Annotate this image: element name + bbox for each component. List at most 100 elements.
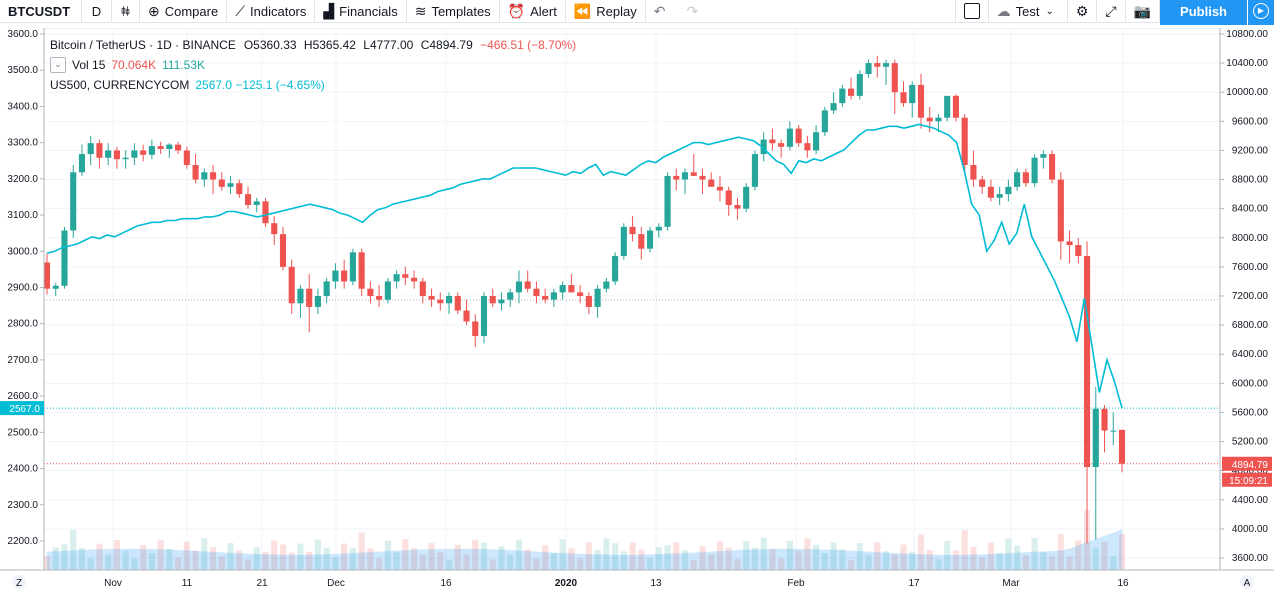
low-value: L4777.00: [363, 38, 414, 52]
auto-scale-button[interactable]: [1240, 575, 1254, 589]
candle-body: [909, 84, 916, 104]
interval-button[interactable]: D: [82, 0, 112, 22]
candle-body: [463, 310, 470, 322]
templates-button[interactable]: ≋ Templates: [407, 0, 500, 22]
price-chart[interactable]: 3600.0 3500.0 3400.0 3300.0 3200.0 3100.0 3000…: [0, 28, 1274, 594]
volume-bar: [1022, 555, 1029, 570]
volume-bar: [236, 550, 243, 570]
candle-body: [323, 281, 330, 296]
volume-bar: [271, 540, 278, 570]
candle-body: [384, 281, 391, 300]
candle-body: [341, 270, 348, 282]
volume-bar: [192, 550, 199, 570]
gear-icon: ⚙: [1075, 2, 1089, 19]
layout-button[interactable]: ☁ Test ⌄: [989, 0, 1068, 22]
redo-button[interactable]: ↷: [679, 0, 712, 22]
candle-body: [140, 150, 147, 155]
right-tick-label: 7600.00: [1232, 262, 1269, 273]
candle-body: [175, 144, 182, 151]
candle-body: [157, 146, 164, 149]
volume-bar: [690, 560, 697, 570]
auto-scale-label: A: [1244, 578, 1251, 589]
volume-bar: [507, 554, 514, 570]
volume-bar: [376, 558, 383, 570]
log-scale-button[interactable]: [12, 575, 26, 589]
publish-button[interactable]: Publish: [1160, 0, 1247, 25]
right-tick-label: 8000.00: [1232, 233, 1269, 244]
fullscreen-select-button[interactable]: [954, 0, 989, 22]
volume-bar: [856, 543, 863, 570]
volume-bar: [1031, 538, 1038, 570]
left-tick-label: 2200.0: [7, 536, 38, 547]
candle-body: [935, 117, 942, 122]
left-price-axis[interactable]: [0, 28, 44, 570]
right-tick-label: 5600.00: [1232, 407, 1269, 418]
volume-bar: [865, 554, 872, 570]
volume-bar: [716, 541, 724, 570]
candle-body: [961, 117, 968, 165]
candle-body: [113, 150, 120, 160]
candle-body: [1022, 172, 1029, 184]
volume-bar: [1118, 534, 1126, 570]
candle-body: [987, 186, 994, 198]
candle-body: [725, 190, 732, 206]
volume-bar: [734, 559, 741, 570]
right-tick-label: 8400.00: [1232, 204, 1269, 215]
replay-button[interactable]: ⏪ Replay: [566, 0, 646, 22]
play-button[interactable]: ▶: [1247, 0, 1274, 25]
candle-body: [708, 179, 715, 187]
alarm-clock-icon: ⏰: [507, 2, 526, 19]
candle-body: [1040, 154, 1047, 158]
left-tick-label: 2400.0: [7, 464, 38, 475]
snapshot-button[interactable]: 📷: [1126, 0, 1161, 22]
financials-button[interactable]: ▟ Financials: [315, 0, 407, 22]
volume-bar: [760, 537, 767, 570]
volume-bar: [638, 549, 645, 570]
time-tick-label: 11: [182, 578, 193, 589]
rewind-icon: ⏪: [573, 2, 592, 19]
candle-body: [1031, 157, 1038, 184]
volume-bar: [568, 548, 575, 570]
candle-body: [1075, 245, 1082, 256]
candle-body: [891, 63, 898, 93]
last-price-marker: [1222, 456, 1272, 471]
volume-bar: [900, 544, 907, 570]
collapse-icon[interactable]: ⌄: [50, 57, 66, 73]
volume-bar: [620, 551, 627, 570]
volume-ma-value: 111.53K: [162, 58, 206, 72]
left-tick-label: 2800.0: [7, 319, 38, 330]
volume-bar: [323, 547, 330, 570]
compare-button[interactable]: ⊕ Compare: [140, 0, 228, 22]
compare-legend[interactable]: US500, CURRENCYCOM 2567.0 −125.1 (−4.65%…: [50, 75, 576, 95]
undo-button[interactable]: ↶: [646, 0, 679, 22]
chart-type-button[interactable]: [112, 0, 140, 22]
settings-button[interactable]: ⚙: [1068, 0, 1098, 22]
candle-body: [778, 143, 785, 147]
symbol-search-button[interactable]: BTCUSDT: [0, 0, 82, 22]
main-series-legend[interactable]: Bitcoin / TetherUS · 1D · BINANCE O5360.…: [50, 35, 576, 55]
volume-bar: [358, 532, 365, 570]
volume-bar: [786, 540, 793, 570]
volume-bar: [987, 542, 994, 570]
left-tick-label: 2300.0: [7, 500, 38, 511]
candle-body: [577, 292, 584, 296]
volume-bar: [437, 552, 444, 570]
fullscreen-button[interactable]: ⤢: [1097, 0, 1126, 22]
candle-body: [1049, 154, 1056, 180]
indicators-button[interactable]: ⟋ Indicators: [227, 0, 316, 22]
redo-icon: ↷: [686, 2, 699, 19]
volume-bar: [1040, 552, 1047, 570]
time-tick-label: 17: [908, 578, 920, 589]
volume-bar: [297, 543, 304, 570]
candle-body: [297, 288, 304, 304]
alert-button[interactable]: ⏰ Alert: [500, 0, 566, 22]
time-axis[interactable]: [0, 570, 1274, 594]
volume-bar: [542, 545, 549, 570]
volume-legend[interactable]: ⌄ Vol 15 70.064K 111.53K: [50, 55, 576, 75]
volume-bar: [454, 544, 461, 570]
candle-body: [122, 157, 129, 160]
volume-bar: [428, 543, 435, 570]
left-tick-label: 2700.0: [7, 355, 38, 366]
volume-bar: [209, 547, 217, 570]
candle-body: [218, 179, 225, 187]
